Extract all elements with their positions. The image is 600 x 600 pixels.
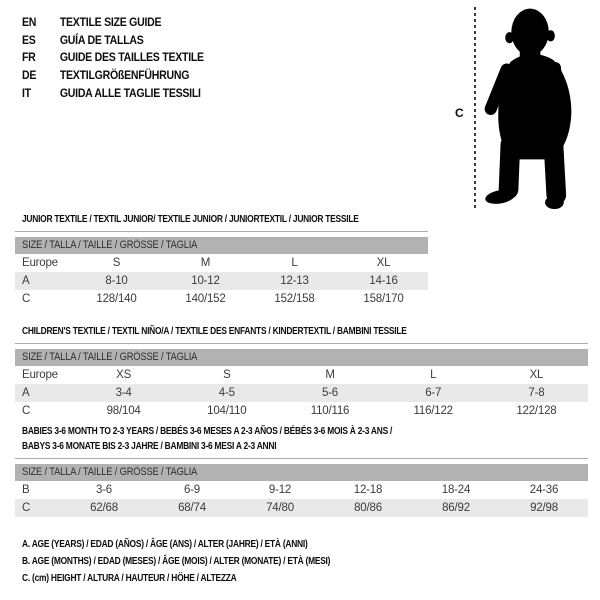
- row-cell: 12-18: [353, 484, 383, 496]
- table-size-header-text: SIZE / TALLA / TAILLE / GRÖSSE / TAGLIA: [22, 351, 198, 363]
- table-title-babies: BABIES 3-6 MONTH TO 2-3 YEARS / BEBÉS 3-…: [15, 424, 588, 454]
- footnote-line: C. (cm) HEIGHT / ALTURA / HAUTEUR / HÖHE…: [22, 572, 237, 585]
- row-cell: M: [200, 257, 211, 269]
- table-title-line: BABYS 3-6 MONATE BIS 2-3 JAHRE / BAMBINI…: [22, 440, 277, 452]
- table-row-europe: Europe S M L XL: [15, 254, 428, 272]
- table-title-line: BABIES 3-6 MONTH TO 2-3 YEARS / BEBÉS 3-…: [22, 425, 393, 437]
- language-item: ES GUÍA DE TALLAS: [22, 32, 204, 50]
- row-cell: L: [291, 257, 298, 269]
- row-cell: 80/86: [354, 502, 382, 514]
- row-label: A: [22, 275, 30, 287]
- row-cell: 6-9: [183, 484, 201, 496]
- row-cell: 24-36: [529, 484, 559, 496]
- table-size-header: SIZE / TALLA / TAILLE / GRÖSSE / TAGLIA: [15, 237, 428, 254]
- row-cell: 140/152: [185, 293, 226, 305]
- row-cell: 74/80: [266, 502, 294, 514]
- row-label: C: [22, 502, 31, 514]
- row-cell: 158/170: [363, 293, 404, 305]
- language-list: EN TEXTILE SIZE GUIDE ES GUÍA DE TALLAS FR GU…: [22, 14, 229, 102]
- height-measure-label: C: [455, 106, 464, 120]
- row-label: Europe: [22, 369, 58, 381]
- baby-silhouette-icon: [484, 8, 572, 210]
- row-cell: 128/140: [96, 293, 137, 305]
- language-title: GUIDE DES TAILLES TEXTILE: [59, 50, 204, 65]
- language-item: DE TEXTILGRÖßENFÜHRUNG: [22, 67, 204, 85]
- junior-size-table: JUNIOR TEXTILE / TEXTIL JUNIOR/ TEXTILE …: [15, 212, 428, 308]
- row-cell: 92/98: [530, 502, 558, 514]
- language-title: TEXTILE SIZE GUIDE: [59, 15, 162, 29]
- table-row-europe: Europe XS S M L XL: [15, 366, 588, 384]
- row-cell: 3-4: [115, 387, 132, 399]
- row-cell: 110/116: [310, 405, 350, 417]
- row-label: Europe: [22, 257, 58, 269]
- language-code: IT: [22, 85, 31, 100]
- table-size-header-text: SIZE / TALLA / TAILLE / GRÖSSE / TAGLIA: [22, 239, 198, 251]
- footnote-line: B. AGE (MONTHS) / EDAD (MESES) / ÂGE (MO…: [22, 555, 331, 568]
- table-title-line: JUNIOR TEXTILE / TEXTIL JUNIOR/ TEXTILE …: [22, 213, 359, 225]
- table-title-junior: JUNIOR TEXTILE / TEXTIL JUNIOR/ TEXTILE …: [15, 212, 428, 227]
- row-label: C: [22, 293, 31, 305]
- table-row-c: C 128/140 140/152 152/158 158/170: [15, 290, 428, 308]
- children-size-table: CHILDREN'S TEXTILE / TEXTIL NIÑO/A / TEX…: [15, 324, 588, 420]
- row-cell: S: [223, 369, 231, 381]
- language-item: EN TEXTILE SIZE GUIDE: [22, 14, 204, 32]
- language-code: DE: [22, 68, 37, 83]
- row-cell: 62/68: [90, 502, 118, 514]
- footnotes: A. AGE (YEARS) / EDAD (AÑOS) / ÂGE (ANS)…: [22, 536, 407, 588]
- row-cell: L: [430, 369, 437, 381]
- row-cell: 122/128: [516, 405, 557, 417]
- language-item: FR GUIDE DES TAILLES TEXTILE: [22, 49, 204, 67]
- row-cell: 10-12: [191, 275, 220, 287]
- row-cell: 4-5: [218, 387, 235, 399]
- table-top-rule: [15, 458, 588, 459]
- row-cell: 7-8: [528, 387, 545, 399]
- row-cell: 86/92: [442, 502, 470, 514]
- row-label: A: [22, 387, 30, 399]
- row-cell: S: [112, 257, 121, 269]
- language-title: TEXTILGRÖßENFÜHRUNG: [59, 68, 190, 83]
- table-row-c: C 62/68 68/74 74/80 80/86 86/92 92/98: [15, 499, 588, 517]
- row-cell: 104/110: [207, 405, 247, 417]
- row-cell: 68/74: [178, 502, 206, 514]
- babies-size-table: BABIES 3-6 MONTH TO 2-3 YEARS / BEBÉS 3-…: [15, 424, 588, 517]
- row-cell: 6-7: [425, 387, 442, 399]
- row-cell: 8-10: [105, 275, 128, 287]
- row-cell: XL: [529, 369, 544, 381]
- table-row-a: A 3-4 4-5 5-6 6-7 7-8: [15, 384, 588, 402]
- row-cell: XL: [376, 257, 391, 269]
- table-top-rule: [15, 343, 588, 344]
- language-code: FR: [22, 50, 36, 65]
- table-size-header: SIZE / TALLA / TAILLE / GRÖSSE / TAGLIA: [15, 349, 588, 366]
- language-title: GUÍA DE TALLAS: [59, 32, 144, 47]
- row-cell: 3-6: [95, 484, 113, 496]
- table-size-header-text: SIZE / TALLA / TAILLE / GRÖSSE / TAGLIA: [22, 466, 198, 478]
- language-code: EN: [22, 15, 37, 29]
- row-cell: 18-24: [441, 484, 471, 496]
- table-row-a: A 8-10 10-12 12-13 14-16: [15, 272, 428, 290]
- table-top-rule: [15, 231, 428, 232]
- language-code: ES: [22, 32, 36, 47]
- row-cell: 5-6: [321, 387, 339, 399]
- table-title-line: CHILDREN'S TEXTILE / TEXTIL NIÑO/A / TEX…: [22, 325, 407, 337]
- row-cell: XS: [116, 369, 132, 381]
- table-size-header: SIZE / TALLA / TAILLE / GRÖSSE / TAGLIA: [15, 464, 588, 481]
- row-cell: 14-16: [369, 275, 398, 287]
- row-cell: 9-12: [268, 484, 292, 496]
- row-cell: 116/122: [413, 405, 454, 417]
- language-item: IT GUIDA ALLE TAGLIE TESSILI: [22, 85, 204, 103]
- row-label: B: [22, 484, 30, 496]
- row-cell: M: [325, 369, 335, 381]
- row-label: C: [22, 405, 31, 417]
- row-cell: 152/158: [274, 293, 315, 305]
- table-row-c: C 98/104 104/110 110/116 116/122 122/128: [15, 402, 588, 420]
- footnote-line: A. AGE (YEARS) / EDAD (AÑOS) / ÂGE (ANS)…: [22, 538, 308, 550]
- row-cell: 98/104: [106, 405, 141, 417]
- table-title-children: CHILDREN'S TEXTILE / TEXTIL NIÑO/A / TEX…: [15, 324, 588, 339]
- table-row-b: B 3-6 6-9 9-12 12-18 18-24 24-36: [15, 481, 588, 499]
- height-measure-dashed-line: [474, 7, 476, 209]
- language-title: GUIDA ALLE TAGLIE TESSILI: [59, 85, 201, 100]
- row-cell: 12-13: [280, 275, 309, 287]
